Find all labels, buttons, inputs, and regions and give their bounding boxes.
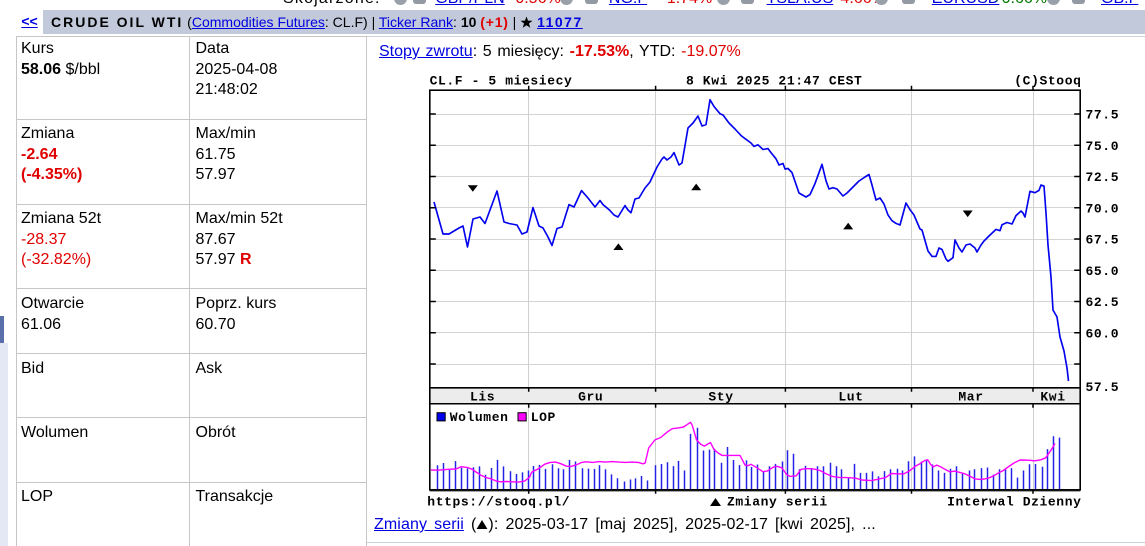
svg-text:62.5: 62.5 <box>1086 295 1120 310</box>
svg-text:65.0: 65.0 <box>1086 264 1120 279</box>
svg-text:Kwi: Kwi <box>1040 390 1065 405</box>
svg-text:72.5: 72.5 <box>1086 170 1120 185</box>
svg-text:Interwal Dzienny: Interwal Dzienny <box>947 495 1081 510</box>
svg-text:Gru: Gru <box>578 390 603 405</box>
svg-text:Zmiany serii: Zmiany serii <box>727 495 828 510</box>
svg-text:77.5: 77.5 <box>1086 108 1120 123</box>
svg-text:Mar: Mar <box>958 390 983 405</box>
svg-text:8 Kwi 2025 21:47 CEST: 8 Kwi 2025 21:47 CEST <box>686 73 862 88</box>
svg-text:CL.F - 5 miesiecy: CL.F - 5 miesiecy <box>430 73 573 88</box>
svg-text:57.5: 57.5 <box>1086 380 1120 395</box>
svg-text:https://stooq.pl/: https://stooq.pl/ <box>427 495 570 510</box>
svg-text:60.0: 60.0 <box>1086 327 1120 342</box>
svg-text:Lut: Lut <box>838 390 863 405</box>
svg-text:75.0: 75.0 <box>1086 139 1120 154</box>
svg-text:70.0: 70.0 <box>1086 202 1120 217</box>
svg-text:Wolumen: Wolumen <box>450 410 509 425</box>
svg-text:Lis: Lis <box>470 390 495 405</box>
svg-text:67.5: 67.5 <box>1086 233 1120 248</box>
svg-text:LOP: LOP <box>531 410 556 425</box>
svg-text:(C)Stooq: (C)Stooq <box>1014 73 1081 88</box>
svg-text:Sty: Sty <box>708 390 733 405</box>
